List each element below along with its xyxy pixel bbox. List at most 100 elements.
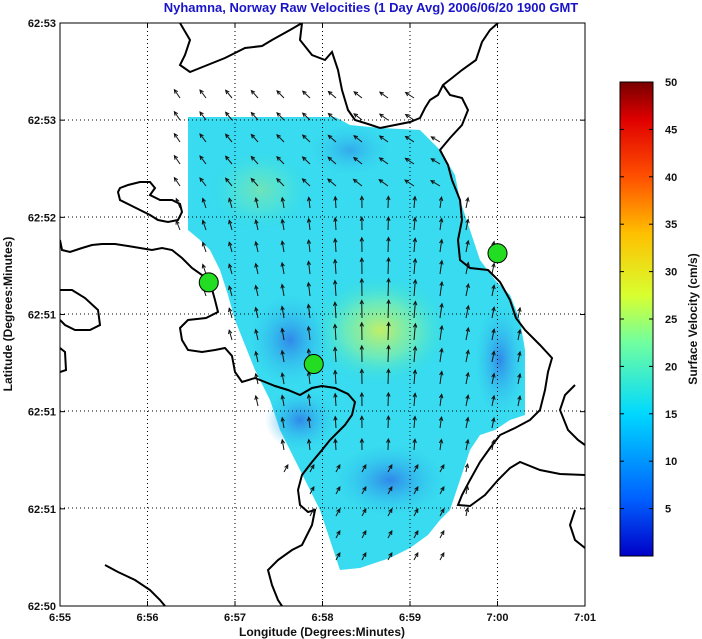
velocity-arrowhead bbox=[464, 485, 470, 491]
slow-zone bbox=[310, 125, 390, 175]
velocity-arrow bbox=[334, 347, 337, 363]
velocity-arrowhead bbox=[250, 155, 256, 161]
velocity-arrowhead bbox=[224, 89, 230, 95]
velocity-arrowhead bbox=[491, 350, 496, 356]
velocity-arrow bbox=[361, 552, 367, 561]
x-tick-label: 6:58 bbox=[311, 612, 333, 624]
velocity-arrowhead bbox=[199, 133, 204, 139]
velocity-arrowhead bbox=[465, 261, 470, 267]
velocity-arrow bbox=[328, 91, 337, 99]
velocity-arrowhead bbox=[301, 112, 307, 118]
velocity-arrowhead bbox=[332, 301, 338, 307]
velocity-arrowhead bbox=[412, 368, 418, 375]
colorbar-ticks: 5 10 15 20 25 30 35 40 45 50 bbox=[620, 77, 677, 516]
velocity-arrow bbox=[413, 301, 416, 319]
velocity-arrowhead bbox=[430, 158, 436, 163]
velocity-arrowhead bbox=[465, 282, 470, 289]
velocity-arrow bbox=[307, 304, 311, 319]
velocity-arrowhead bbox=[412, 195, 417, 201]
velocity-arrowhead bbox=[333, 438, 338, 444]
velocity-arrow bbox=[281, 241, 285, 253]
velocity-arrowhead bbox=[378, 157, 384, 162]
velocity-arrowhead bbox=[464, 507, 470, 513]
velocity-arrowhead bbox=[306, 416, 312, 422]
velocity-arrowhead bbox=[491, 372, 496, 378]
velocity-arrow bbox=[361, 530, 367, 539]
velocity-arrow bbox=[465, 372, 469, 385]
velocity-arrowhead bbox=[414, 463, 419, 469]
velocity-arrow bbox=[439, 281, 443, 297]
velocity-arrow bbox=[413, 416, 416, 429]
velocity-arrowhead bbox=[439, 280, 444, 287]
velocity-arrow bbox=[334, 259, 337, 275]
velocity-arrow bbox=[173, 89, 181, 99]
velocity-arrowhead bbox=[378, 135, 384, 140]
velocity-arrowhead bbox=[465, 416, 470, 422]
velocity-arrowhead bbox=[491, 328, 496, 334]
velocity-arrowhead bbox=[359, 344, 364, 350]
velocity-arrow bbox=[413, 530, 419, 539]
velocity-arrowhead bbox=[404, 157, 410, 163]
chart-title: Nyhamna, Norway Raw Velocities (1 Day Av… bbox=[163, 0, 579, 15]
velocity-arrowhead bbox=[352, 156, 358, 162]
velocity-arrow bbox=[353, 135, 363, 143]
velocity-arrowhead bbox=[199, 111, 204, 117]
velocity-arrow bbox=[225, 111, 233, 121]
velocity-arrowhead bbox=[224, 177, 230, 183]
velocity-arrowhead bbox=[412, 300, 418, 306]
colorbar bbox=[619, 81, 654, 557]
velocity-arrowhead bbox=[404, 113, 410, 119]
velocity-arrowhead bbox=[224, 155, 230, 161]
velocity-arrowhead bbox=[306, 393, 312, 399]
velocity-arrowhead bbox=[465, 394, 470, 400]
velocity-arrowhead bbox=[388, 507, 393, 513]
velocity-arrow bbox=[431, 136, 441, 143]
velocity-arrowhead bbox=[306, 217, 312, 223]
slow-zone bbox=[335, 445, 445, 515]
velocity-arrow bbox=[439, 371, 443, 385]
velocity-arrowhead bbox=[306, 348, 312, 354]
velocity-vectors bbox=[173, 88, 522, 561]
velocity-arrow bbox=[308, 197, 311, 209]
velocity-arrow bbox=[334, 280, 337, 297]
velocity-arrowhead bbox=[440, 485, 445, 491]
velocity-arrowhead bbox=[336, 485, 341, 491]
velocity-arrow bbox=[302, 178, 311, 187]
velocity-arrowhead bbox=[276, 177, 281, 183]
velocity-arrow bbox=[465, 439, 469, 451]
velocity-arrowhead bbox=[280, 416, 285, 422]
velocity-arrow bbox=[308, 417, 311, 429]
velocity-arrowhead bbox=[465, 239, 470, 245]
velocity-arrow bbox=[491, 307, 495, 319]
velocity-arrowhead bbox=[438, 438, 444, 444]
velocity-arrow bbox=[283, 464, 289, 473]
velocity-arrowhead bbox=[517, 328, 522, 334]
velocity-arrowhead bbox=[254, 284, 259, 290]
velocity-arrowhead bbox=[491, 284, 496, 290]
velocity-arrowhead bbox=[201, 197, 206, 203]
velocity-arrowhead bbox=[199, 89, 204, 95]
velocity-arrow bbox=[276, 178, 285, 187]
velocity-arrowhead bbox=[412, 278, 418, 284]
velocity-arrowhead bbox=[362, 485, 367, 491]
x-axis: 6:55 6:56 6:57 6:58 6:59 7:00 7:01 bbox=[49, 23, 596, 624]
velocity-arrowhead bbox=[438, 196, 444, 202]
velocity-arrowhead bbox=[301, 134, 307, 140]
velocity-arrowhead bbox=[388, 551, 393, 557]
velocity-arrow bbox=[465, 283, 469, 297]
radar-site-marker bbox=[198, 272, 219, 293]
velocity-arrowhead bbox=[465, 438, 470, 444]
velocity-arrow bbox=[225, 177, 233, 187]
velocity-arrowhead bbox=[353, 135, 359, 140]
velocity-arrowhead bbox=[386, 415, 391, 421]
velocity-arrow bbox=[465, 350, 469, 363]
velocity-arrow bbox=[413, 370, 416, 385]
velocity-arrowhead bbox=[301, 178, 307, 183]
velocity-arrowhead bbox=[332, 279, 338, 285]
velocity-arrow bbox=[302, 156, 311, 165]
velocity-arrow bbox=[379, 91, 389, 99]
velocity-arrowhead bbox=[359, 391, 365, 397]
velocity-arrowhead bbox=[439, 370, 444, 376]
velocity-arrowhead bbox=[280, 261, 285, 267]
velocity-arrow bbox=[307, 326, 311, 341]
